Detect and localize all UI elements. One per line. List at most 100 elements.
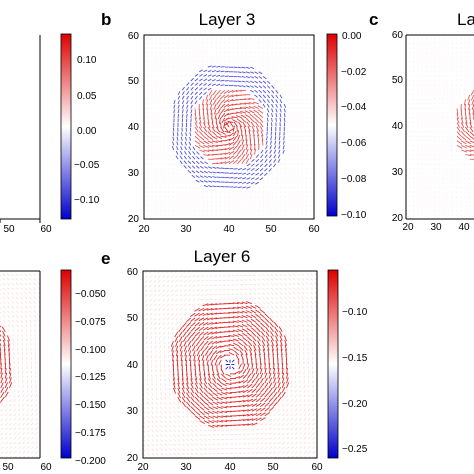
quiver-arrow <box>227 103 234 107</box>
quiver-arrow <box>173 109 176 114</box>
quiver-arrow <box>22 204 25 208</box>
quiver-arrow <box>206 209 209 212</box>
quiver-arrow <box>228 146 235 151</box>
quiver-arrow <box>455 69 458 73</box>
quiver-arrow <box>279 46 282 50</box>
quiver-arrow <box>237 71 242 73</box>
quiver-arrow <box>250 85 254 88</box>
quiver-arrow <box>309 70 312 73</box>
quiver-arrow <box>451 88 454 91</box>
quiver-arrow <box>264 149 268 154</box>
quiver-arrow <box>305 186 308 189</box>
quiver-arrow <box>1 88 4 91</box>
quiver-arrow <box>292 195 295 198</box>
quiver-arrow <box>35 51 38 54</box>
quiver-arrow <box>292 209 295 212</box>
quiver-arrow <box>433 107 436 110</box>
quiver-arrow <box>207 69 212 73</box>
quiver-arrow <box>163 177 166 180</box>
quiver-arrow <box>455 102 458 105</box>
panel-b-xtick-label: 20 <box>138 224 150 235</box>
quiver-arrow <box>22 60 25 63</box>
quiver-arrow <box>208 94 213 101</box>
quiver-arrow <box>207 65 212 68</box>
quiver-arrow <box>5 209 8 212</box>
quiver-arrow <box>284 93 287 96</box>
quiver-arrow <box>271 191 274 194</box>
quiver-arrow <box>194 95 198 100</box>
quiver-arrow <box>224 142 231 146</box>
quiver-arrow <box>10 107 13 110</box>
quiver-arrow <box>195 175 200 178</box>
quiver-arrow <box>206 46 209 49</box>
quiver-arrow <box>212 99 217 105</box>
quiver-arrow <box>1 195 4 198</box>
quiver-arrow <box>279 84 282 86</box>
quiver-arrow <box>309 200 312 203</box>
quiver-arrow <box>31 88 34 91</box>
quiver-arrow <box>296 154 300 156</box>
quiver-arrow <box>408 195 411 198</box>
quiver-arrow <box>223 108 230 113</box>
quiver-arrow <box>451 74 454 77</box>
quiver-arrow <box>237 186 242 189</box>
quiver-arrow <box>206 205 209 208</box>
quiver-arrow <box>296 181 299 184</box>
panel-b-ytick-label: 40 <box>128 122 140 133</box>
quiver-arrow <box>206 51 209 54</box>
quiver-arrow <box>460 122 465 128</box>
quiver-arrow <box>245 80 250 83</box>
quiver-arrow <box>190 95 194 100</box>
quiver-arrow <box>186 109 189 114</box>
quiver-arrow <box>275 200 278 203</box>
quiver-arrow <box>5 191 8 194</box>
quiver-arrow <box>146 177 149 179</box>
quiver-arrow <box>254 46 256 49</box>
panel-c-title: La <box>457 10 474 29</box>
quiver-arrow <box>181 109 184 114</box>
quiver-arrow <box>14 195 17 198</box>
quiver-arrow <box>283 186 287 189</box>
quiver-arrow <box>180 83 183 86</box>
quiver-arrow <box>241 85 246 88</box>
quiver-arrow <box>224 151 231 156</box>
quiver-arrow <box>275 117 277 122</box>
quiver-arrow <box>305 149 308 151</box>
quiver-arrow <box>305 200 308 203</box>
quiver-arrow <box>208 166 213 169</box>
panel-a-xtick-label: 50 <box>3 224 15 235</box>
quiver-arrow <box>465 144 472 149</box>
quiver-arrow <box>468 163 471 166</box>
quiver-arrow <box>429 154 432 156</box>
quiver-arrow <box>442 112 445 114</box>
quiver-arrow <box>172 37 175 40</box>
quiver-arrow <box>27 102 30 105</box>
quiver-arrow <box>412 167 415 170</box>
quiver-arrow <box>26 56 30 59</box>
quiver-arrow <box>416 79 420 82</box>
quiver-arrow <box>282 149 285 154</box>
quiver-arrow <box>416 98 419 100</box>
quiver-arrow <box>180 60 183 63</box>
quiver-arrow <box>429 37 432 40</box>
quiver-arrow <box>185 209 187 212</box>
quiver-arrow <box>425 70 428 73</box>
quiver-arrow <box>446 140 449 142</box>
quiver-arrow <box>300 200 304 203</box>
quiver-arrow <box>429 209 432 212</box>
quiver-arrow <box>254 191 256 194</box>
quiver-arrow <box>14 42 17 45</box>
quiver-arrow <box>197 195 200 199</box>
quiver-arrow <box>244 110 251 114</box>
quiver-arrow <box>237 159 242 165</box>
quiver-arrow <box>301 65 304 68</box>
quiver-arrow <box>146 93 149 96</box>
quiver-arrow <box>22 98 26 100</box>
quiver-arrow <box>309 37 312 40</box>
quiver-arrow <box>31 56 34 59</box>
quiver-arrow <box>288 186 291 189</box>
quiver-arrow <box>288 144 291 147</box>
quiver-arrow <box>179 155 183 160</box>
quiver-arrow <box>256 130 260 137</box>
quiver-arrow <box>150 70 153 73</box>
